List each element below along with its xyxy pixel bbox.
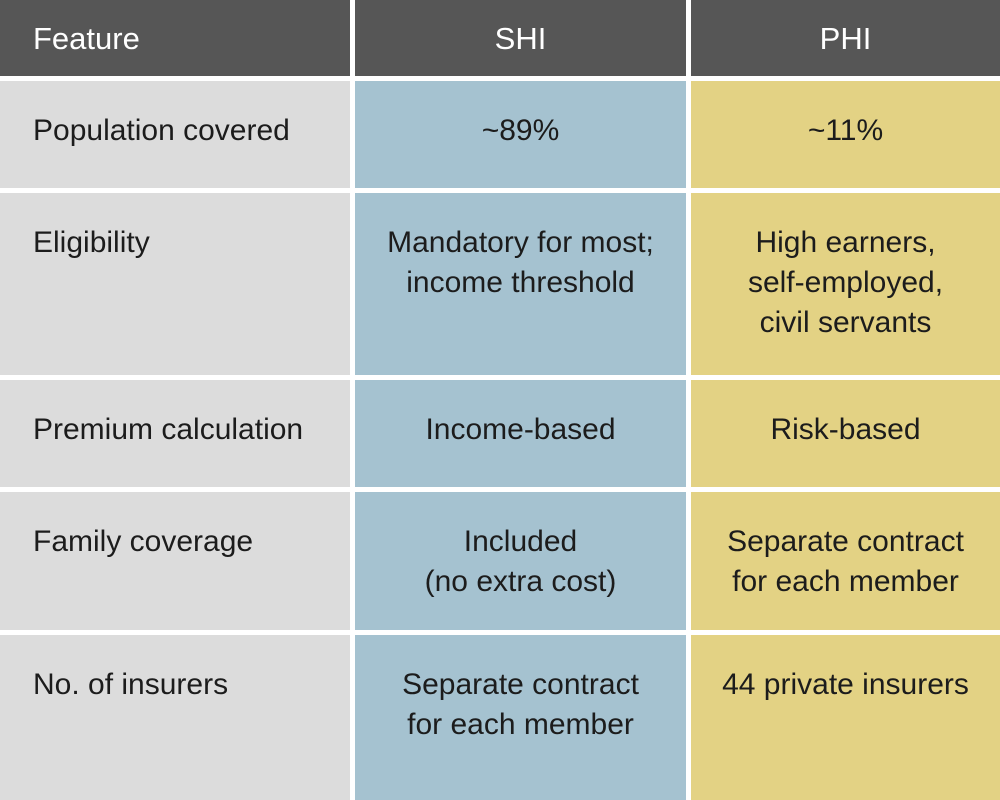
cell-family-coverage-phi: Separate contract for each member — [691, 492, 1000, 630]
cell-no-of-insurers-phi: 44 private insurers — [691, 635, 1000, 800]
header-cell-shi: SHI — [355, 0, 686, 76]
cell-no-of-insurers-shi: Separate contract for each member — [355, 635, 686, 800]
cell-eligibility-shi: Mandatory for most; income threshold — [355, 193, 686, 375]
header-cell-phi: PHI — [691, 0, 1000, 76]
cell-eligibility-feature: Eligibility — [0, 193, 350, 375]
header-cell-feature: Feature — [0, 0, 350, 76]
cell-family-coverage-feature: Family coverage — [0, 492, 350, 630]
cell-population-covered-phi: ~11% — [691, 81, 1000, 188]
cell-premium-calculation-feature: Premium calculation — [0, 380, 350, 487]
cell-population-covered-shi: ~89% — [355, 81, 686, 188]
cell-family-coverage-shi: Included (no extra cost) — [355, 492, 686, 630]
cell-premium-calculation-phi: Risk-based — [691, 380, 1000, 487]
cell-premium-calculation-shi: Income-based — [355, 380, 686, 487]
cell-no-of-insurers-feature: No. of insurers — [0, 635, 350, 800]
cell-eligibility-phi: High earners, self-employed, civil serva… — [691, 193, 1000, 375]
cell-population-covered-feature: Population covered — [0, 81, 350, 188]
